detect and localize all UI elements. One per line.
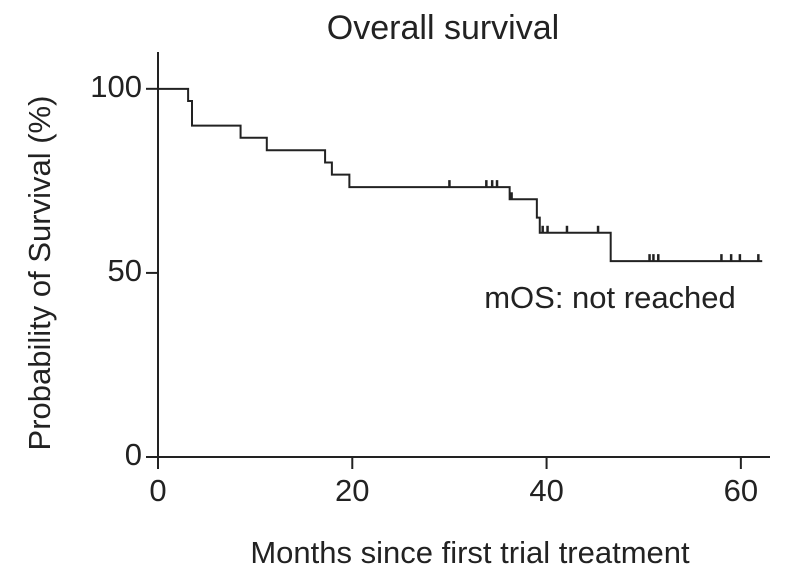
x-tick-label: 20: [335, 473, 369, 508]
annotation: mOS: not reached: [484, 280, 736, 315]
y-tick-label: 100: [90, 69, 142, 104]
chart-title: Overall survival: [327, 9, 559, 47]
survival-line: [158, 87, 763, 263]
y-tick-label: 50: [108, 253, 142, 288]
y-axis-label: Probability of Survival (%): [22, 96, 57, 451]
x-tick-label: 60: [724, 473, 758, 508]
y-tick-label: 0: [125, 437, 142, 472]
x-tick-label: 0: [149, 473, 166, 508]
x-axis-label: Months since first trial treatment: [250, 535, 690, 570]
x-tick-label: 40: [529, 473, 563, 508]
